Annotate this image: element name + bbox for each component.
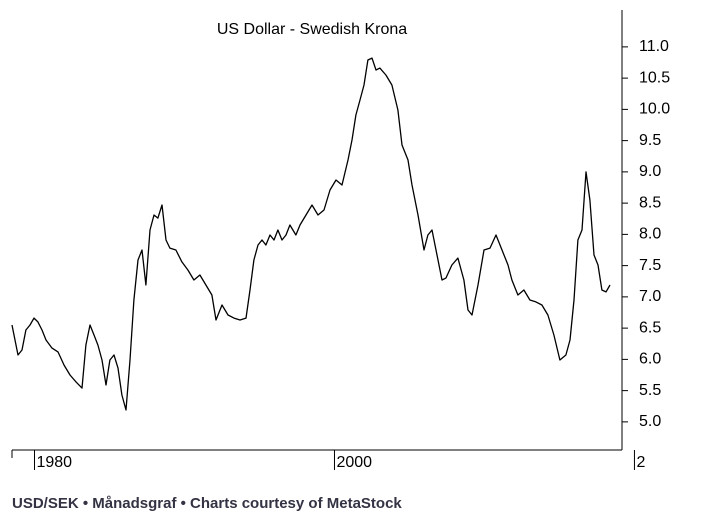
y-tick-label: 6.0	[639, 351, 661, 368]
y-tick-label: 6.5	[639, 319, 661, 336]
y-tick-label: 11.0	[639, 38, 669, 55]
chart-footer: USD/SEK • Månadsgraf • Charts courtesy o…	[12, 495, 402, 512]
y-tick-label: 10.5	[639, 69, 670, 86]
x-tick-label: 1980	[36, 454, 72, 471]
x-tick-label: 2	[636, 454, 645, 471]
y-tick-label: 8.5	[639, 194, 661, 211]
y-tick-label: 5.5	[639, 382, 661, 399]
y-tick-label: 9.0	[639, 163, 661, 180]
y-tick-label: 5.0	[639, 413, 661, 430]
y-tick-label: 7.0	[639, 288, 661, 305]
y-tick-label: 8.0	[639, 226, 661, 243]
y-tick-label: 10.0	[639, 101, 670, 118]
x-tick-label: 2000	[336, 454, 372, 471]
y-tick-label: 7.5	[639, 257, 661, 274]
chart-title: US Dollar - Swedish Krona	[217, 21, 407, 38]
y-tick-label: 9.5	[639, 132, 661, 149]
price-line	[11, 57, 611, 411]
